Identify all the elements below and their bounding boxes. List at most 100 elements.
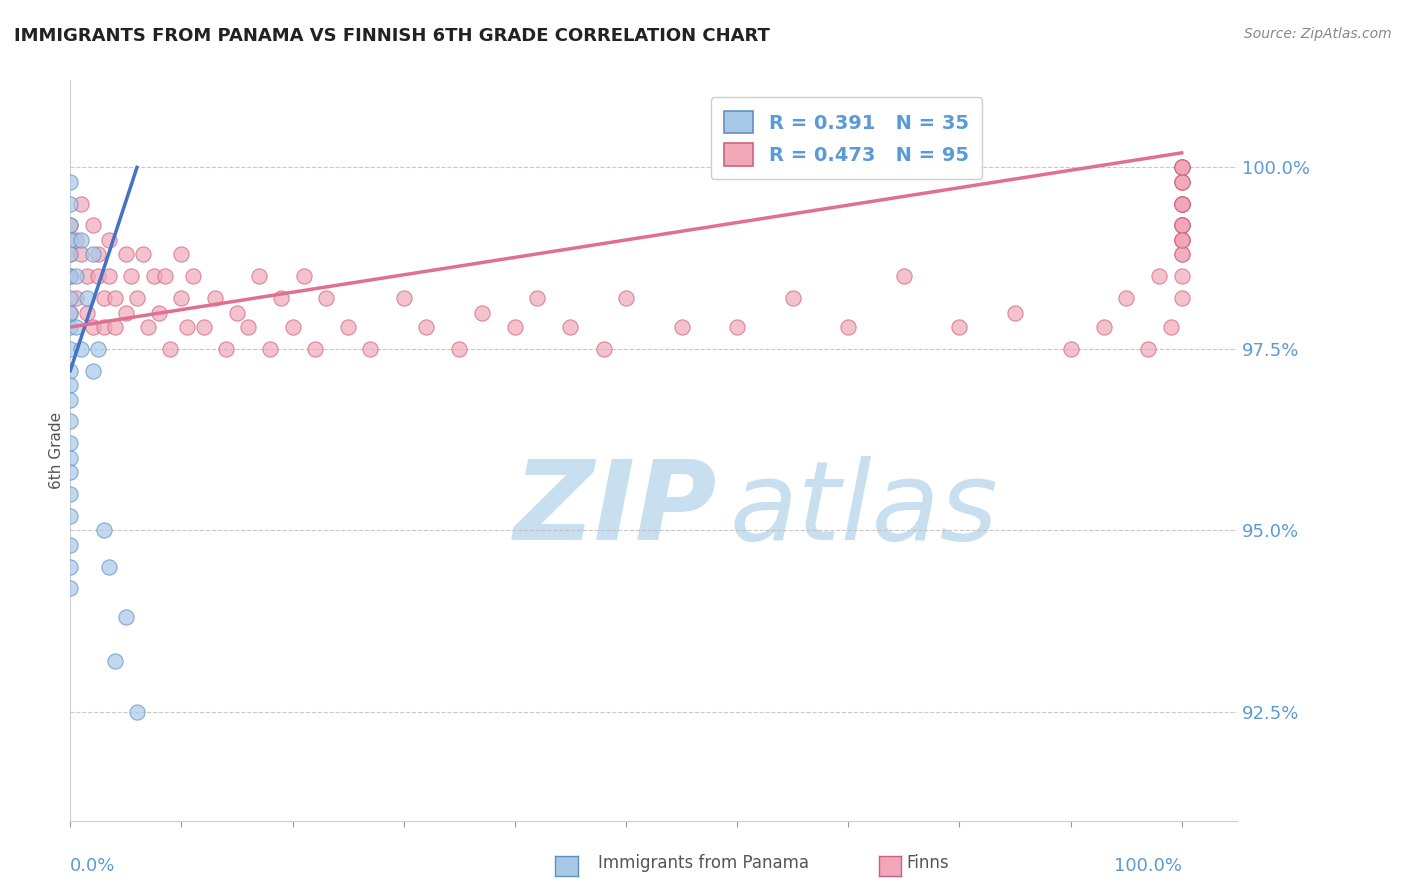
Point: [1170, 175, 1192, 189]
Point: [59, 414, 82, 428]
Point: [1092, 320, 1115, 334]
Point: [65, 320, 87, 334]
Point: [59, 465, 82, 479]
Point: [65, 291, 87, 305]
Point: [1004, 305, 1026, 319]
Point: [415, 320, 437, 334]
Point: [193, 320, 215, 334]
Point: [1170, 219, 1192, 233]
Point: [87, 247, 110, 261]
Point: [70, 233, 93, 247]
Point: [59, 392, 82, 407]
Text: 100.0%: 100.0%: [1114, 857, 1181, 875]
Point: [59, 538, 82, 552]
Point: [59, 508, 82, 523]
Point: [725, 320, 748, 334]
Point: [59, 436, 82, 450]
Point: [1170, 247, 1192, 261]
Point: [98, 559, 121, 574]
Point: [59, 378, 82, 392]
Point: [1170, 196, 1192, 211]
Point: [1170, 219, 1192, 233]
Point: [1170, 196, 1192, 211]
Point: [470, 305, 492, 319]
Point: [59, 233, 82, 247]
Point: [503, 320, 526, 334]
Point: [82, 219, 104, 233]
Point: [315, 291, 337, 305]
Point: [115, 247, 138, 261]
Point: [70, 342, 93, 356]
Point: [59, 582, 82, 596]
Point: [1170, 269, 1192, 284]
Point: [236, 320, 259, 334]
Point: [153, 269, 176, 284]
Point: [59, 363, 82, 377]
Point: [93, 524, 115, 538]
Point: [560, 320, 582, 334]
Point: [70, 247, 93, 261]
Point: [337, 320, 360, 334]
Point: [1170, 219, 1192, 233]
Point: [1170, 233, 1192, 247]
Point: [142, 269, 165, 284]
Point: [82, 363, 104, 377]
Point: [359, 342, 381, 356]
Point: [1170, 196, 1192, 211]
Point: [1170, 196, 1192, 211]
Point: [59, 291, 82, 305]
Point: [1170, 161, 1192, 175]
Point: [59, 305, 82, 319]
Point: [1170, 291, 1192, 305]
Point: [1170, 219, 1192, 233]
Point: [1170, 161, 1192, 175]
Point: [87, 269, 110, 284]
Point: [948, 320, 970, 334]
Point: [87, 342, 110, 356]
Point: [1170, 175, 1192, 189]
Point: [449, 342, 471, 356]
Point: [148, 305, 170, 319]
Point: [392, 291, 415, 305]
Point: [82, 320, 104, 334]
Point: [59, 320, 82, 334]
Legend: R = 0.391   N = 35, R = 0.473   N = 95: R = 0.391 N = 35, R = 0.473 N = 95: [710, 97, 983, 179]
Point: [131, 247, 153, 261]
Point: [59, 175, 82, 189]
Point: [181, 269, 204, 284]
Point: [226, 305, 249, 319]
Point: [104, 654, 127, 668]
Point: [59, 487, 82, 501]
Point: [1170, 247, 1192, 261]
Point: [93, 320, 115, 334]
Point: [281, 320, 304, 334]
Point: [1115, 291, 1137, 305]
Point: [115, 305, 138, 319]
Point: [59, 559, 82, 574]
Point: [70, 196, 93, 211]
Point: [59, 305, 82, 319]
Point: [170, 291, 193, 305]
Point: [1170, 175, 1192, 189]
Point: [59, 269, 82, 284]
Point: [98, 269, 121, 284]
Point: [59, 450, 82, 465]
Point: [104, 320, 127, 334]
Point: [82, 247, 104, 261]
Point: [159, 342, 181, 356]
Point: [120, 269, 142, 284]
Point: [1137, 342, 1160, 356]
Text: IMMIGRANTS FROM PANAMA VS FINNISH 6TH GRADE CORRELATION CHART: IMMIGRANTS FROM PANAMA VS FINNISH 6TH GR…: [14, 27, 770, 45]
Point: [59, 247, 82, 261]
Point: [204, 291, 226, 305]
Point: [59, 219, 82, 233]
Point: [170, 247, 193, 261]
Point: [247, 269, 270, 284]
Point: [259, 342, 281, 356]
Text: Source: ZipAtlas.com: Source: ZipAtlas.com: [1244, 27, 1392, 41]
Point: [76, 305, 98, 319]
Point: [671, 320, 693, 334]
Point: [1170, 161, 1192, 175]
Point: [893, 269, 915, 284]
Point: [98, 233, 121, 247]
